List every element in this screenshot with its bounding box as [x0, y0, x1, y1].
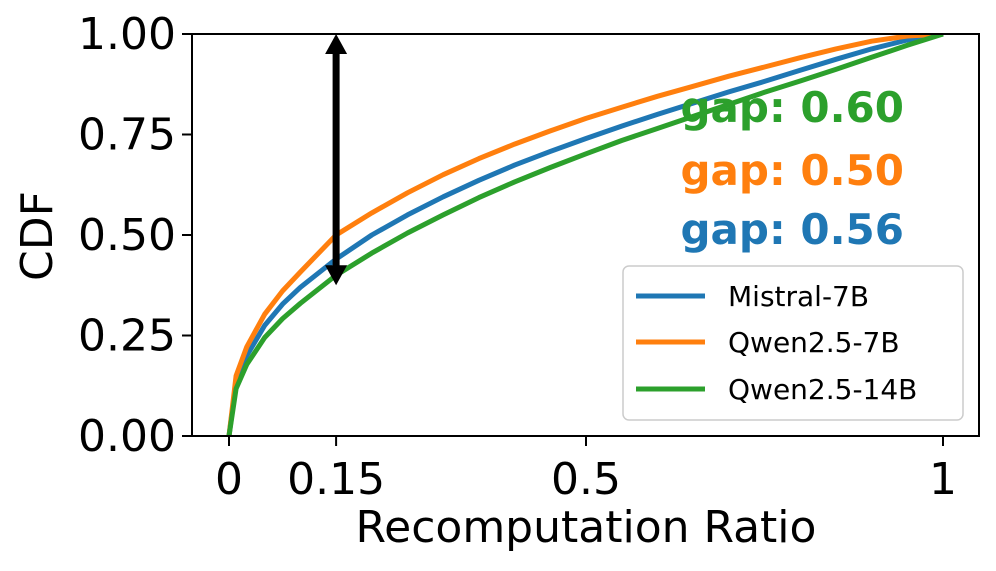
y-tick-label: 0.00: [78, 411, 176, 462]
series-layer: [226, 34, 944, 436]
series-line-mistral-7b: [226, 34, 944, 436]
ticks-layer: 0 0.15 0.5 1 0.00 0.25 0.50 0.75 1.00: [78, 9, 957, 505]
legend-box: [622, 265, 964, 421]
series-line-qwen2-5-14b: [226, 34, 944, 436]
gap-arrow-head-down: [325, 265, 348, 286]
gap-label: gap: 0.60: [680, 83, 904, 132]
x-axis-title: Recomputation Ratio: [356, 502, 817, 553]
legend: Mistral-7B Qwen2.5-7B Qwen2.5-14B: [622, 265, 964, 421]
x-tick-label: 1: [929, 454, 957, 505]
y-tick-label: 0.50: [78, 210, 176, 261]
x-tick-label: 0.15: [287, 454, 385, 505]
series-line-qwen2-5-7b: [226, 34, 944, 436]
gap-arrow-head-up: [325, 34, 348, 54]
y-tick-label: 0.75: [78, 110, 176, 161]
legend-label: Qwen2.5-7B: [728, 326, 900, 359]
legend-label: Qwen2.5-14B: [728, 373, 917, 406]
gap-label: gap: 0.50: [680, 146, 904, 195]
annotation-layer: gap: 0.60 gap: 0.50 gap: 0.56: [325, 34, 904, 286]
legend-label: Mistral-7B: [728, 280, 869, 313]
y-tick-label: 0.25: [78, 311, 176, 362]
x-tick-label: 0: [215, 454, 243, 505]
gap-label: gap: 0.56: [680, 205, 904, 254]
y-axis-title: CDF: [12, 191, 63, 281]
y-tick-label: 1.00: [78, 9, 176, 60]
x-tick-label: 0.5: [551, 454, 621, 505]
